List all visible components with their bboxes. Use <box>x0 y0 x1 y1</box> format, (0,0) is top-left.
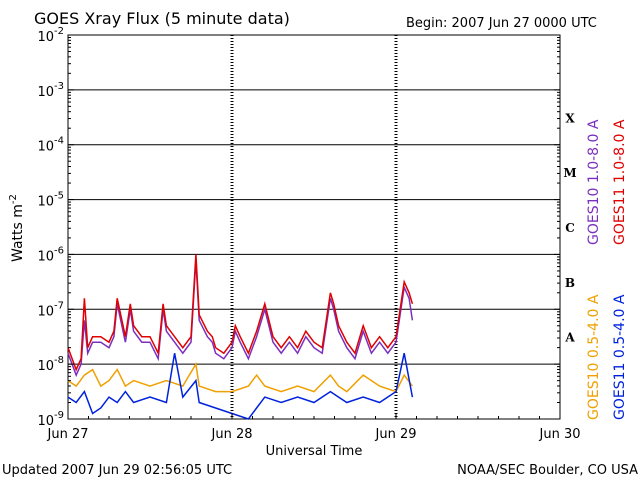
y-axis-ticks: 10-2 10-3 10-4 10-5 10-6 10-7 10-8 10-9 <box>37 26 560 429</box>
series-line-goes11-0-5-4-0-a <box>67 353 414 420</box>
x-tick-label: Jun 27 <box>47 427 89 442</box>
legend: GOES10 1.0-8.0 A GOES11 1.0-8.0 A GOES10 0… <box>586 119 628 420</box>
chart-title: GOES Xray Flux (5 minute data) <box>34 9 290 28</box>
plot-area: 10-210-310-410-510-610-710-810-9 Jun 27 J… <box>37 26 580 442</box>
legend-label: GOES10 1.0-8.0 A <box>586 119 602 245</box>
x-tick-label: Jun 28 <box>211 427 253 442</box>
legend-item: GOES10 0.5-4.0 A <box>586 294 602 420</box>
source-credit: NOAA/SEC Boulder, CO USA <box>457 463 638 478</box>
plot-frame <box>67 34 561 420</box>
y-tick-label: 10-9 <box>37 410 64 429</box>
legend-label: GOES11 0.5-4.0 A <box>612 294 628 420</box>
series-layer <box>67 254 414 420</box>
x-tick-label: Jun 30 <box>539 427 581 442</box>
legend-label: GOES10 0.5-4.0 A <box>586 294 602 420</box>
flare-classes: X M C B A <box>563 111 576 344</box>
day-lines <box>230 35 398 419</box>
svg-text:Watts m-2: Watts m-2 <box>8 194 26 262</box>
y-tick-label: 10-8 <box>37 355 64 374</box>
y-tick-label: 10-6 <box>37 245 64 264</box>
series-line-goes10-1-0-8-0-a <box>67 259 414 378</box>
gridlines <box>68 89 560 365</box>
flare-class-a: A <box>564 331 575 345</box>
y-axis-label: Watts m-2 <box>8 194 26 262</box>
y-tick-label: 10-5 <box>37 191 64 210</box>
series-line-goes11-1-0-8-0-a <box>67 254 414 372</box>
legend-item: GOES11 1.0-8.0 A <box>612 119 628 245</box>
legend-item: GOES10 1.0-8.0 A <box>586 119 602 245</box>
legend-item: GOES11 0.5-4.0 A <box>612 294 628 420</box>
y-tick-label: 10-2 <box>37 26 64 45</box>
legend-label: GOES11 1.0-8.0 A <box>612 119 628 245</box>
flare-class-c: C <box>565 221 575 235</box>
y-tick-label: 10-4 <box>37 136 64 155</box>
updated-timestamp: Updated 2007 Jun 29 02:56:05 UTC <box>2 463 232 478</box>
flare-class-m: M <box>563 166 576 180</box>
series-line-goes10-0-5-4-0-a <box>67 361 414 393</box>
x-tick-label: Jun 29 <box>375 427 417 442</box>
flare-class-x: X <box>565 111 575 125</box>
begin-label: Begin: 2007 Jun 27 0000 UTC <box>406 16 597 31</box>
x-axis-ticks: Jun 27 Jun 28 Jun 29 Jun 30 <box>47 413 581 442</box>
y-tick-label: 10-3 <box>37 81 64 100</box>
flare-class-b: B <box>565 276 575 290</box>
x-axis-label: Universal Time <box>266 444 363 459</box>
y-tick-label: 10-7 <box>37 300 64 319</box>
